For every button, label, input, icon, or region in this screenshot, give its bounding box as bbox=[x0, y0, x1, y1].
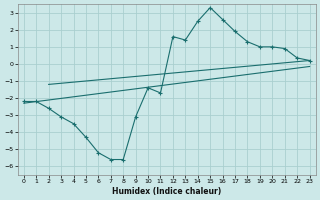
X-axis label: Humidex (Indice chaleur): Humidex (Indice chaleur) bbox=[112, 187, 221, 196]
